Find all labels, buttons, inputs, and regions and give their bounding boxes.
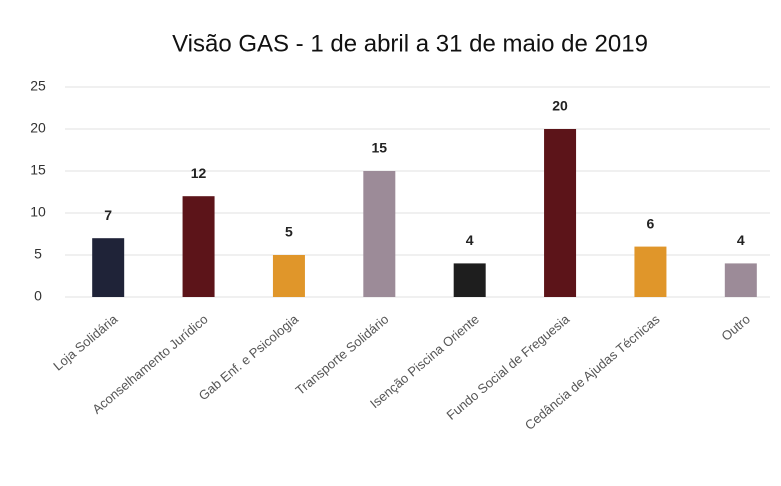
data-label: 12 [191, 165, 207, 181]
bar [363, 171, 396, 297]
y-tick-label: 15 [30, 162, 46, 178]
data-label: 6 [647, 215, 655, 231]
y-tick-label: 10 [30, 204, 46, 220]
y-tick-label: 20 [30, 120, 46, 136]
data-label: 20 [552, 98, 568, 114]
bar [272, 255, 305, 297]
bar [634, 246, 667, 297]
x-tick-label: Loja Solidária [50, 311, 121, 374]
y-tick-label: 5 [34, 246, 42, 262]
bar [724, 263, 757, 297]
bar [544, 129, 577, 297]
data-label: 15 [372, 140, 388, 156]
y-tick-label: 25 [30, 78, 46, 94]
data-label: 4 [737, 232, 745, 248]
data-label: 7 [104, 207, 112, 223]
data-label: 4 [466, 232, 474, 248]
bar [453, 263, 486, 297]
bar [182, 196, 215, 297]
data-label: 5 [285, 224, 293, 240]
x-tick-label: Gab Enf. e Psicologia [196, 311, 302, 403]
chart-title: Visão GAS - 1 de abril a 31 de maio de 2… [172, 30, 648, 57]
bar [92, 238, 125, 297]
x-tick-label: Outro [718, 311, 753, 343]
x-tick-label: Transporte Solidário [293, 311, 392, 397]
y-tick-label: 0 [34, 288, 42, 304]
